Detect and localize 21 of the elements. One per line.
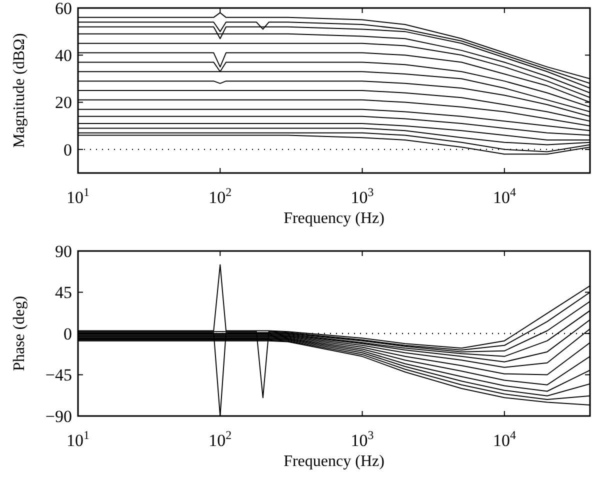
y-tick-label: 20 xyxy=(55,93,72,112)
y-tick-label: −45 xyxy=(45,366,72,385)
y-tick-label: −90 xyxy=(45,406,72,426)
y-axis-title: Phase (deg) xyxy=(11,296,28,372)
x-tick-label: 10$^{1}$ xyxy=(66,185,90,207)
y-tick-label: 0 xyxy=(64,324,72,344)
y-tick-label: 45 xyxy=(55,283,72,302)
y-axis-title: Magnitude (dBΩ) xyxy=(11,33,28,148)
x-tick-label: 10$^{2}$ xyxy=(208,428,232,450)
x-axis-title: Frequency (Hz) xyxy=(284,210,384,227)
y-tick-label: 0 xyxy=(64,140,72,160)
y-tick-label: 40 xyxy=(55,46,72,66)
y-tick-label: 60 xyxy=(55,0,72,18)
x-tick-label: 10$^{1}$ xyxy=(66,428,90,450)
x-tick-label: 10$^{4}$ xyxy=(492,185,516,207)
x-tick-label: 10$^{3}$ xyxy=(350,428,374,450)
x-tick-label: 10$^{3}$ xyxy=(350,185,374,207)
y-tick-label: 90 xyxy=(55,242,72,261)
x-axis-title: Frequency (Hz) xyxy=(284,453,384,470)
x-tick-label: 10$^{4}$ xyxy=(492,428,516,450)
x-tick-label: 10$^{2}$ xyxy=(208,185,232,207)
